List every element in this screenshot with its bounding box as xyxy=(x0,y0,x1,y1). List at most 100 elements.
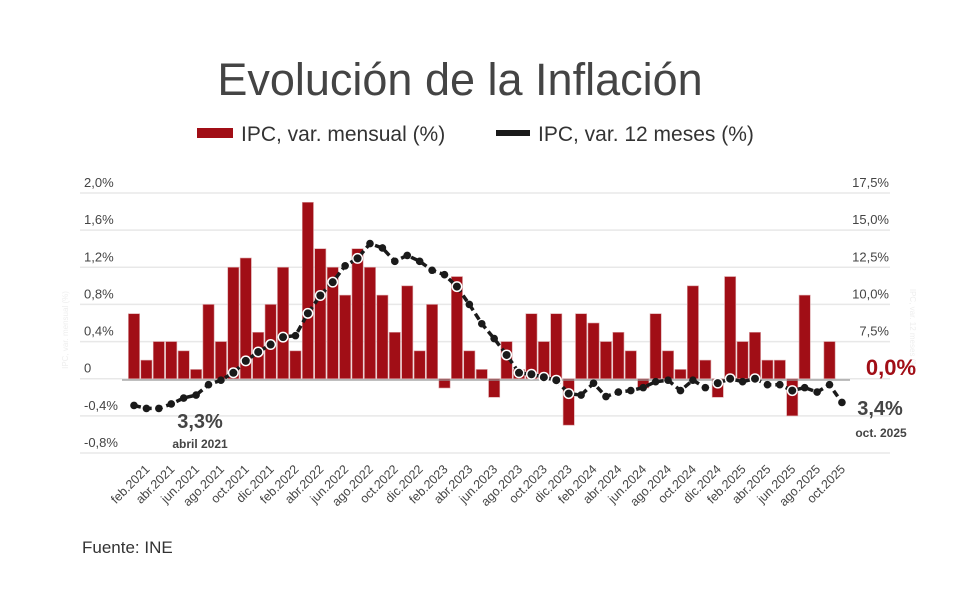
line-point-abr.2025 xyxy=(763,380,772,389)
line-point-jun.2021 xyxy=(192,391,200,399)
left-axis-title: IPC, var. mensual (%) xyxy=(61,291,70,369)
left-tick-label: 1,6% xyxy=(84,212,114,227)
bar-oct.2022 xyxy=(388,331,401,380)
line-point-ago.2021 xyxy=(217,376,225,385)
line-point-ago.2024 xyxy=(664,376,672,385)
bar-jun.2021 xyxy=(190,369,202,380)
bar-sep.2021 xyxy=(227,266,240,380)
left-tick-label: -0,4% xyxy=(84,398,118,413)
line-point-sep.2025 xyxy=(825,380,834,389)
left-tick-label: -0,8% xyxy=(84,435,118,450)
right-tick-label: 17,5% xyxy=(852,175,889,190)
start-annotation-value: 3,3% xyxy=(177,411,223,433)
right-axis-ticks: 17,5% 15,0% 12,5% 10,0% 7,5% xyxy=(852,175,889,339)
line-point-marker xyxy=(229,368,238,377)
line-point-marker xyxy=(328,278,337,287)
legend-bar-label: IPC, var. mensual (%) xyxy=(241,123,445,146)
left-tick-label: 2,0% xyxy=(84,175,114,190)
line-point-marker xyxy=(502,350,511,359)
line-point-marker xyxy=(527,370,536,379)
bar-abr.2025 xyxy=(761,359,774,380)
start-annotation-label: abril 2021 xyxy=(172,437,228,451)
bar-oct.2024 xyxy=(686,285,699,380)
line-point-oct.2024 xyxy=(689,376,697,385)
line-point-marker xyxy=(353,254,362,263)
line-point-marker xyxy=(539,373,548,382)
line-point-marker xyxy=(254,347,263,356)
line-point-marker xyxy=(279,333,288,342)
annual-line xyxy=(130,239,846,413)
right-tick-label: 12,5% xyxy=(852,249,889,264)
bar-oct.2021 xyxy=(239,257,252,380)
legend: IPC, var. mensual (%) IPC, var. 12 meses… xyxy=(197,123,754,146)
monthly-bars xyxy=(128,201,836,426)
legend-line-label: IPC, var. 12 meses (%) xyxy=(538,123,754,146)
annual-line-path xyxy=(133,241,844,411)
line-point-marker xyxy=(751,374,759,383)
line-point-ene.2021 xyxy=(130,401,138,410)
line-point-jun.2022 xyxy=(341,262,349,270)
line-point-feb.2023 xyxy=(440,270,449,279)
left-tick-label: 1,2% xyxy=(84,249,114,264)
line-point-marker xyxy=(241,356,250,365)
bar-dic.2023 xyxy=(562,378,575,426)
line-point-marker xyxy=(266,340,275,349)
bar-ene.2024 xyxy=(575,313,588,380)
bar-sep.2025 xyxy=(823,341,836,380)
bar-ene.2025 xyxy=(724,276,737,380)
bar-jul.2025 xyxy=(798,294,811,380)
line-point-feb.2025 xyxy=(738,377,747,386)
line-point-feb.2024 xyxy=(589,379,598,387)
chart-title: Evolución de la Inflación xyxy=(217,54,702,105)
legend-bar-swatch xyxy=(197,128,233,138)
bar-jun.2023 xyxy=(488,378,501,398)
bar-abr.2022 xyxy=(314,248,327,380)
line-point-mar.2024 xyxy=(602,392,610,401)
right-tick-label: 7,5% xyxy=(859,324,889,339)
bar-feb.2022 xyxy=(289,350,302,380)
line-point-marker xyxy=(713,379,722,388)
bar-dic.2022 xyxy=(413,350,426,380)
right-tick-label: 10,0% xyxy=(852,286,889,301)
bar-ago.2022 xyxy=(364,266,376,380)
bar-jun.2025 xyxy=(786,378,799,417)
line-point-mar.2021 xyxy=(155,404,163,413)
bar-may.2022 xyxy=(326,266,339,380)
line-point-marker xyxy=(316,291,325,300)
bar-nov.2024 xyxy=(699,359,712,380)
bar-feb.2025 xyxy=(736,341,749,380)
bar-may.2023 xyxy=(475,369,488,380)
bar-sep.2024 xyxy=(674,369,687,380)
line-point-may.2025 xyxy=(776,380,784,389)
line-point-ene.2024 xyxy=(577,391,585,399)
line-point-marker xyxy=(726,374,735,383)
line-point-dic.2022 xyxy=(415,257,424,266)
source-note: Fuente: INE xyxy=(82,538,173,557)
line-point-nov.2024 xyxy=(701,383,710,392)
bar-feb.2021 xyxy=(140,359,153,380)
bar-mar.2025 xyxy=(749,331,761,380)
line-point-ago.2022 xyxy=(366,239,374,248)
bar-mar.2024 xyxy=(600,341,612,380)
left-tick-label: 0,8% xyxy=(84,286,114,301)
left-tick-label: 0 xyxy=(84,361,91,376)
line-point-sep.2024 xyxy=(676,386,685,395)
bar-mar.2022 xyxy=(301,201,314,380)
bar-ene.2023 xyxy=(426,304,438,380)
x-axis-labels: feb.2021abr.2021jun.2021ago.2021oct.2021… xyxy=(108,462,848,509)
bar-nov.2023 xyxy=(550,313,563,380)
bar-ene.2022 xyxy=(277,266,289,380)
bar-may.2025 xyxy=(773,359,786,380)
line-point-marker xyxy=(303,309,312,318)
line-point-abr.2023 xyxy=(465,300,474,309)
line-point-may.2024 xyxy=(627,386,635,395)
last-monthly-annotation: 0,0% xyxy=(866,355,916,380)
line-point-jun.2023 xyxy=(490,334,498,343)
bar-abr.2024 xyxy=(612,331,625,380)
last-annual-annotation: 3,4% xyxy=(857,398,903,420)
bar-sep.2022 xyxy=(376,294,389,380)
left-tick-label: 0,4% xyxy=(84,324,114,339)
line-point-marker xyxy=(564,389,573,398)
line-point-may.2021 xyxy=(179,394,188,402)
